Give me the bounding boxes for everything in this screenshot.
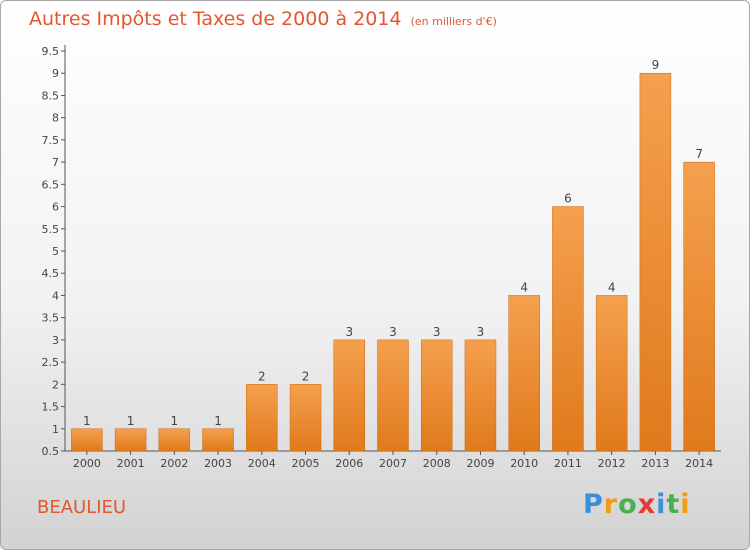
bar [246, 384, 278, 452]
data-label: 2 [258, 369, 266, 383]
logo-letter: r [603, 489, 619, 520]
y-tick-label: 1 [52, 423, 59, 436]
x-tick-label: 2006 [335, 457, 363, 470]
y-tick-label: 6 [52, 201, 59, 214]
x-tick-label: 2004 [248, 457, 276, 470]
bar [114, 428, 147, 452]
y-tick-label: 3 [52, 334, 59, 347]
y-tick-label: 0.5 [42, 445, 60, 458]
bar [552, 206, 584, 452]
bar [289, 384, 322, 452]
chart-title-text: Autres Impôts et Taxes de 2000 à 2014 [29, 8, 402, 30]
data-label: 1 [83, 414, 91, 428]
y-tick-label: 8 [52, 112, 59, 125]
bar [158, 428, 191, 452]
x-tick-label: 2009 [466, 457, 494, 470]
y-tick-label: 2 [52, 378, 59, 391]
x-tick-label: 2013 [641, 457, 669, 470]
data-label: 3 [477, 325, 485, 339]
x-tick-label: 2010 [510, 457, 538, 470]
data-label: 1 [171, 414, 179, 428]
data-label: 3 [433, 325, 441, 339]
y-tick-label: 9.5 [42, 45, 60, 58]
y-tick-label: 2.5 [42, 356, 60, 369]
x-tick-label: 2012 [598, 457, 626, 470]
y-tick-label: 5 [52, 245, 59, 258]
bar [71, 428, 103, 452]
x-tick-label: 2005 [292, 457, 320, 470]
data-label: 2 [302, 369, 310, 383]
x-tick-label: 2014 [685, 457, 713, 470]
bar [202, 428, 234, 452]
bar [420, 339, 453, 452]
proxiti-logo: Proxiti [583, 489, 691, 520]
city-name: BEAULIEU [37, 497, 127, 518]
data-label: 3 [389, 325, 397, 339]
bar [639, 72, 672, 452]
bar [508, 295, 540, 452]
x-tick-label: 2003 [204, 457, 232, 470]
x-tick-label: 2000 [73, 457, 101, 470]
data-label: 4 [608, 280, 616, 294]
bar [377, 339, 409, 452]
logo-letter: i [656, 489, 667, 520]
y-tick-label: 7.5 [42, 134, 60, 147]
logo-letter: o [618, 489, 638, 520]
x-tick-label: 2001 [117, 457, 145, 470]
y-tick-label: 9 [52, 67, 59, 80]
y-tick-label: 6.5 [42, 178, 60, 191]
y-tick-label: 4 [52, 289, 59, 302]
x-tick-label: 2002 [160, 457, 188, 470]
logo-letter: i [680, 489, 691, 520]
bar [683, 161, 715, 452]
y-tick-label: 8.5 [42, 89, 60, 102]
bar [333, 339, 366, 452]
data-label: 7 [695, 147, 703, 161]
data-label: 1 [127, 414, 135, 428]
data-label: 4 [520, 280, 528, 294]
x-tick-label: 2011 [554, 457, 582, 470]
logo-letter: x [637, 489, 657, 520]
y-tick-label: 3.5 [42, 312, 60, 325]
bar [464, 339, 497, 452]
bar [595, 295, 628, 452]
y-tick-label: 5.5 [42, 223, 60, 236]
data-label: 6 [564, 192, 572, 206]
y-tick-label: 4.5 [42, 267, 60, 280]
chart-unit: (en milliers d'€) [410, 15, 497, 28]
x-tick-label: 2008 [423, 457, 451, 470]
logo-letter: t [666, 489, 681, 520]
logo-letter: P [583, 489, 604, 520]
data-label: 1 [214, 414, 222, 428]
data-label: 9 [652, 58, 660, 72]
x-tick-label: 2007 [379, 457, 407, 470]
chart-title: Autres Impôts et Taxes de 2000 à 2014 (e… [29, 8, 497, 30]
data-label: 3 [345, 325, 353, 339]
y-tick-label: 1.5 [42, 401, 60, 414]
y-tick-label: 7 [52, 156, 59, 169]
